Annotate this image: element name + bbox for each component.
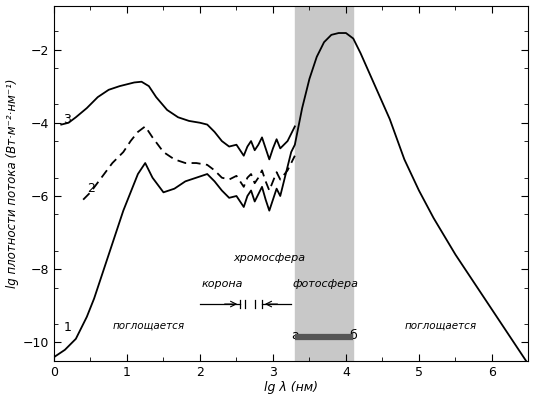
Text: хромосфера: хромосфера: [233, 253, 305, 263]
Text: поглощается: поглощается: [405, 321, 477, 331]
Text: 2: 2: [87, 182, 95, 195]
Text: фотосфера: фотосфера: [293, 279, 358, 289]
Text: a: a: [291, 329, 299, 342]
X-axis label: lg λ (нм): lg λ (нм): [264, 382, 318, 394]
Text: 1: 1: [64, 321, 72, 334]
Text: поглощается: поглощается: [113, 321, 185, 331]
Bar: [295, 6, 354, 361]
Text: корона: корона: [201, 279, 242, 289]
Y-axis label: lg плотности потока (Вт·м⁻²·нм⁻¹): lg плотности потока (Вт·м⁻²·нм⁻¹): [5, 78, 19, 288]
Text: б: б: [349, 329, 357, 342]
Text: 3: 3: [64, 112, 72, 126]
